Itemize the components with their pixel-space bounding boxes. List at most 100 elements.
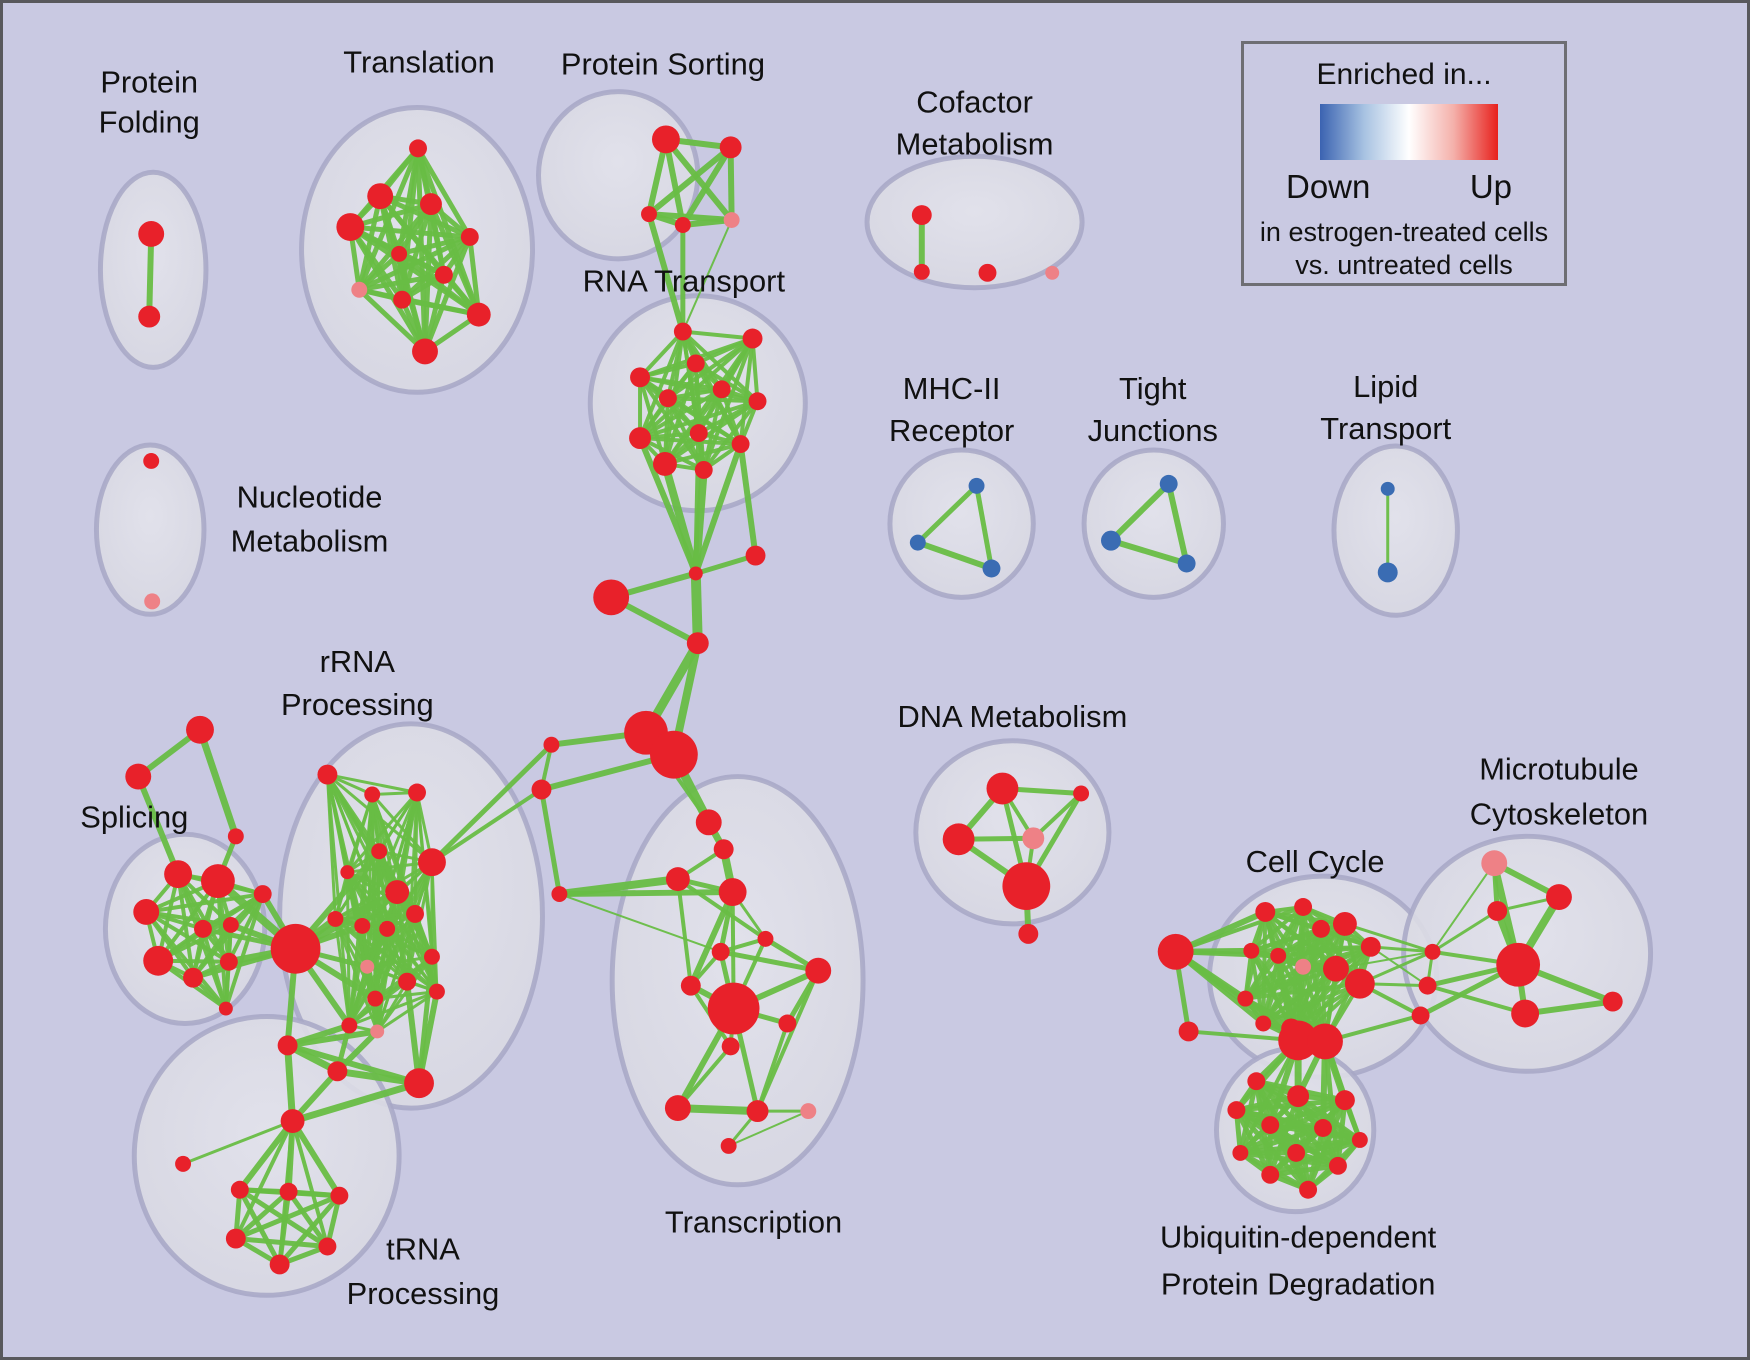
network-node (219, 952, 238, 971)
cluster-ellipse-tight-junctions (1081, 447, 1226, 600)
network-node (651, 125, 680, 154)
network-edge (639, 436, 705, 472)
network-edge (345, 872, 351, 1026)
network-node (1157, 933, 1194, 970)
network-edge (287, 1028, 378, 1049)
network-edge (1431, 862, 1496, 953)
network-node (1022, 827, 1045, 850)
network-node (731, 435, 750, 454)
network-edge (348, 990, 438, 1027)
legend-caption-line2: vs. untreated cells (1295, 250, 1513, 280)
cluster-label-trna-processing: tRNA Processing (347, 1231, 500, 1311)
network-node (1351, 1131, 1368, 1148)
network-node (1487, 901, 1508, 921)
network-node (711, 942, 730, 961)
network-edge (234, 1189, 291, 1241)
network-node (460, 228, 479, 246)
cluster-label-protein-sorting: Protein Sorting (561, 47, 765, 82)
network-node (1307, 1023, 1343, 1060)
network-node (1178, 1021, 1199, 1042)
network-node (138, 305, 161, 328)
network-node (543, 736, 560, 753)
network-node (805, 957, 832, 984)
network-node (629, 427, 651, 450)
network-node (183, 967, 203, 988)
network-edge (422, 274, 447, 353)
network-node (404, 1068, 434, 1099)
network-edge (1239, 1125, 1324, 1156)
network-node (336, 213, 365, 241)
network-node (1287, 1143, 1306, 1162)
network-node (1360, 936, 1381, 957)
network-edge (637, 436, 699, 575)
network-edge (400, 235, 472, 302)
network-edge (385, 928, 409, 983)
network-edge (376, 955, 434, 1033)
network-node (718, 878, 747, 906)
network-edge (916, 484, 979, 545)
network-edge (1244, 966, 1337, 1001)
network-node (1602, 991, 1623, 1012)
network-edge (405, 792, 419, 982)
network-node (143, 453, 160, 469)
legend-caption: in estrogen-treated cells vs. untreated … (1244, 216, 1564, 282)
network-node (986, 772, 1019, 805)
network-node (327, 910, 344, 927)
network-node (175, 1155, 192, 1172)
network-edge (286, 1190, 330, 1248)
network-edge (1175, 905, 1304, 954)
network-edge (1370, 945, 1433, 954)
network-edge (1236, 1097, 1346, 1113)
network-edge (386, 927, 433, 959)
network-node (186, 715, 214, 744)
network-node (694, 460, 713, 479)
network-node (1287, 1085, 1310, 1108)
network-node (1411, 1006, 1430, 1025)
network-node (712, 380, 731, 399)
network-edge (1335, 950, 1433, 970)
network-node (649, 730, 698, 779)
network-node (194, 919, 212, 938)
network-node (778, 1014, 797, 1033)
network-node (800, 1103, 817, 1120)
network-node (164, 860, 193, 889)
network-edge (1322, 1041, 1341, 1167)
network-edge (349, 201, 432, 230)
network-edge (135, 775, 181, 876)
legend-down-label: Down (1286, 168, 1371, 205)
cluster-ellipse-mhc-ii-receptor (887, 447, 1036, 600)
network-edge (1173, 949, 1300, 1043)
network-node (327, 1061, 348, 1082)
network-edge (539, 789, 562, 895)
network-edge (646, 213, 686, 333)
network-node (393, 290, 412, 309)
network-node (1323, 955, 1349, 982)
network-edge (1108, 481, 1171, 543)
network-edge (728, 1110, 809, 1147)
cluster-ellipse-nucleotide-metabolism (93, 442, 207, 617)
network-edge (638, 330, 685, 379)
network-node (1045, 265, 1060, 280)
network-node (1334, 1090, 1355, 1111)
network-node (125, 763, 152, 790)
network-edge (682, 217, 732, 228)
network-node (143, 945, 174, 976)
network-node (1177, 554, 1196, 573)
network-node (1255, 1015, 1272, 1032)
network-edge (1250, 905, 1305, 953)
network-edge (290, 1119, 342, 1198)
network-node (279, 1182, 298, 1201)
network-edge (755, 969, 821, 1112)
network-node (1332, 911, 1357, 936)
network-node (1481, 850, 1508, 877)
network-node (713, 839, 734, 860)
network-node (913, 263, 930, 280)
network-edge (738, 338, 755, 445)
network-edge (1269, 1163, 1339, 1178)
network-node (367, 990, 384, 1007)
network-node (1261, 1116, 1280, 1134)
legend-caption-line1: in estrogen-treated cells (1259, 217, 1549, 247)
network-node (686, 354, 705, 373)
network-node (982, 559, 1001, 578)
network-edge (430, 787, 543, 864)
